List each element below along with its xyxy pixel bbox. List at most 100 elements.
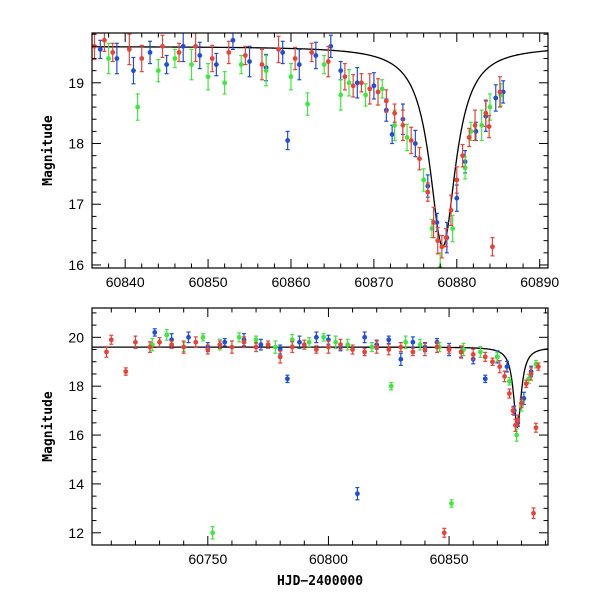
data-point — [285, 374, 290, 384]
data-point — [172, 48, 178, 69]
data-point — [494, 351, 500, 362]
x-tick-label: 60800 — [309, 551, 348, 567]
data-point — [321, 54, 327, 75]
data-point — [448, 194, 454, 227]
data-point — [265, 340, 271, 349]
data-point — [321, 333, 327, 342]
data-point — [277, 350, 283, 364]
data-point — [149, 337, 155, 352]
data-point — [362, 347, 368, 357]
data-point — [108, 334, 114, 345]
data-point — [403, 335, 409, 349]
data-point — [431, 206, 436, 239]
y-tick-label: 19 — [68, 75, 84, 91]
data-point — [280, 40, 286, 65]
plot-area — [92, 328, 548, 540]
model-curve — [92, 346, 548, 428]
x-axis-label: HJD−2400000 — [277, 574, 363, 589]
data-point — [133, 335, 138, 349]
data-point — [458, 345, 464, 359]
data-point — [326, 340, 331, 354]
data-point — [306, 337, 312, 348]
data-point — [363, 83, 368, 107]
data-point — [412, 129, 418, 158]
data-point — [531, 507, 536, 520]
data-point — [292, 46, 298, 71]
data-point — [342, 62, 348, 91]
data-point — [446, 345, 452, 354]
data-point — [313, 41, 319, 70]
data-point — [213, 52, 219, 77]
data-point — [102, 33, 107, 53]
data-point — [533, 422, 539, 433]
data-point — [181, 340, 187, 354]
data-point — [296, 48, 302, 81]
data-point — [152, 328, 158, 337]
data-point — [164, 54, 170, 75]
data-point — [466, 127, 472, 148]
data-point — [288, 62, 294, 91]
data-point — [157, 337, 162, 348]
panel-2: 60750 60800 60850 12 14 16 18 20 Magnitude HJD−24… — [41, 307, 549, 589]
data-point — [285, 130, 291, 151]
data-point — [478, 346, 483, 358]
x-tick-label: 60870 — [354, 274, 393, 290]
data-point — [186, 331, 191, 344]
data-point — [400, 109, 406, 142]
data-point — [374, 340, 380, 354]
x-tick-label: 60890 — [520, 274, 559, 290]
data-point — [193, 336, 199, 349]
data-point — [325, 45, 331, 78]
data-point — [345, 338, 351, 351]
data-point — [379, 79, 385, 99]
data-point — [164, 328, 170, 341]
data-point — [217, 340, 223, 349]
data-point — [97, 39, 103, 60]
data-point — [493, 84, 499, 112]
data-point — [404, 123, 410, 152]
data-point — [490, 357, 495, 367]
data-point — [482, 374, 488, 384]
data-point — [408, 126, 414, 155]
data-point — [506, 388, 512, 399]
y-tick-label: 18 — [68, 378, 84, 394]
data-point — [398, 342, 404, 353]
data-point — [197, 41, 203, 70]
data-point — [486, 114, 492, 139]
data-point — [123, 367, 129, 376]
data-point — [389, 124, 395, 145]
data-point — [398, 352, 404, 367]
y-tick-label: 20 — [68, 329, 84, 345]
data-point — [155, 58, 161, 83]
data-point — [515, 414, 521, 427]
data-point — [247, 45, 252, 78]
data-point — [479, 109, 485, 142]
data-point — [443, 227, 449, 248]
data-point — [338, 79, 344, 111]
data-point — [454, 166, 460, 194]
data-point — [276, 35, 281, 64]
data-point — [350, 344, 355, 355]
data-point — [449, 499, 454, 508]
data-point — [180, 33, 186, 63]
data-point — [472, 109, 478, 142]
data-point — [289, 341, 295, 353]
data-point — [417, 338, 423, 351]
y-tick-label: 14 — [68, 476, 84, 492]
data-point — [205, 344, 211, 355]
data-point — [462, 156, 468, 180]
data-point — [441, 527, 447, 538]
data-point — [313, 331, 319, 344]
x-tick-label: 60850 — [189, 274, 228, 290]
data-point — [367, 73, 373, 105]
data-point — [209, 44, 215, 73]
data-point — [425, 182, 431, 202]
data-point — [439, 235, 445, 259]
data-point — [241, 336, 247, 349]
data-point — [470, 348, 476, 361]
data-point — [200, 333, 206, 342]
data-point — [506, 377, 512, 386]
data-point — [359, 73, 364, 93]
data-point — [333, 335, 339, 349]
data-point — [104, 346, 109, 358]
